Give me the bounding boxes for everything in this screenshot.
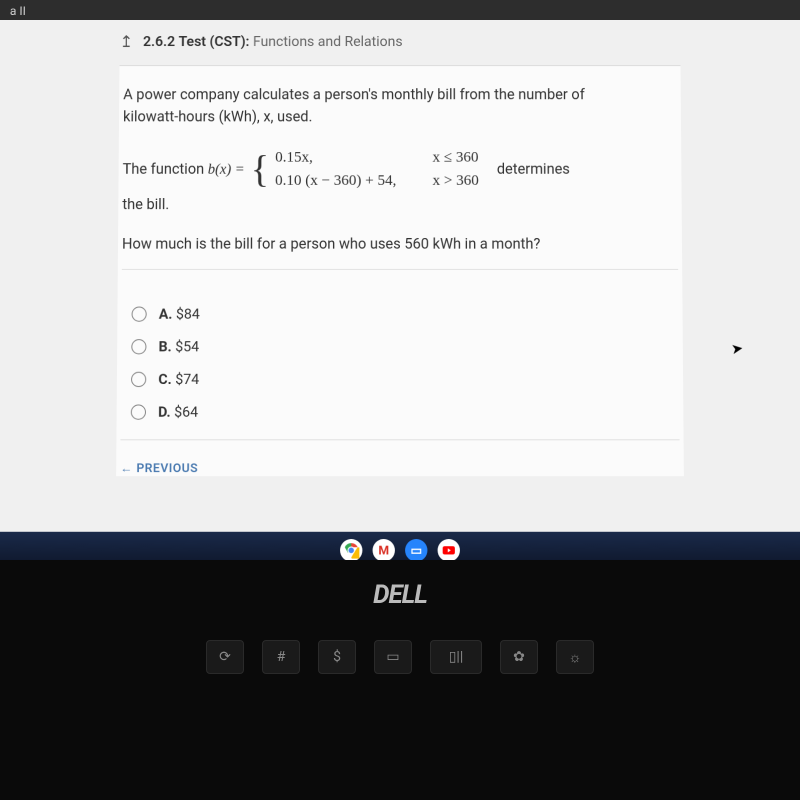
function-definition: The function b(x) = { 0.15x, 0.10 (x − 3… [122, 149, 677, 189]
key-window[interactable]: ▭ [374, 640, 412, 674]
question-card: A power company calculates a person's mo… [116, 66, 684, 476]
key-hash[interactable]: # [262, 640, 300, 674]
docs-icon[interactable]: ▭ [405, 539, 427, 562]
key-reload[interactable]: ⟳ [206, 640, 244, 674]
page-content: ↥ 2.6.2 Test (CST): Functions and Relati… [0, 20, 800, 569]
youtube-icon[interactable] [438, 539, 460, 562]
chrome-icon[interactable] [340, 539, 362, 562]
intro-line-1: A power company calculates a person's mo… [123, 84, 677, 107]
radio-icon[interactable] [131, 340, 146, 355]
bill-tail: the bill. [122, 196, 677, 213]
option-a[interactable]: A. $84 [132, 306, 679, 322]
question-ask: How much is the bill for a person who us… [122, 235, 678, 269]
piece-1: 0.15x, [275, 149, 396, 166]
nav-row: ← PREVIOUS [120, 439, 680, 476]
cond-1: x ≤ 360 [433, 149, 479, 166]
laptop-body: DELL ⟳ # $ ▭ ▯|| ✿ ☼ [0, 560, 800, 800]
gmail-icon[interactable]: M [373, 539, 395, 562]
key-dollar[interactable]: $ [318, 640, 356, 674]
back-up-icon[interactable]: ↥ [120, 32, 134, 51]
radio-icon[interactable] [132, 307, 147, 322]
key-gear[interactable]: ✿ [500, 640, 538, 674]
piecewise-conditions: x ≤ 360 x > 360 [433, 149, 479, 189]
cond-2: x > 360 [433, 173, 479, 190]
browser-tab-bar: a II [0, 0, 800, 20]
option-c[interactable]: C. $74 [131, 372, 679, 388]
determines-text: determines [497, 161, 570, 178]
mouse-cursor-icon: ➤ [730, 340, 744, 358]
keyboard-row: ⟳ # $ ▭ ▯|| ✿ ☼ [206, 640, 594, 674]
breadcrumb: ↥ 2.6.2 Test (CST): Functions and Relati… [119, 20, 680, 66]
question-intro: A power company calculates a person's mo… [123, 84, 677, 129]
breadcrumb-section: 2.6.2 [143, 34, 175, 50]
piece-2: 0.10 (x − 360) + 54, [275, 173, 396, 190]
previous-button[interactable]: ← PREVIOUS [120, 461, 198, 475]
option-d[interactable]: D. $64 [131, 404, 680, 420]
answer-options: A. $84 B. $54 C. $74 D. $64 [121, 284, 680, 421]
option-b[interactable]: B. $54 [131, 339, 679, 355]
breadcrumb-bold: Test (CST): [179, 34, 250, 50]
radio-icon[interactable] [131, 405, 146, 420]
key-bright[interactable]: ☼ [556, 640, 594, 674]
piecewise-expressions: 0.15x, 0.10 (x − 360) + 54, [275, 149, 396, 189]
intro-line-2: kilowatt-hours (kWh), x, used. [123, 107, 677, 130]
dell-logo: DELL [373, 580, 427, 610]
key-pause[interactable]: ▯|| [430, 640, 482, 674]
browser-screen: a II ↥ 2.6.2 Test (CST): Functions and R… [0, 0, 800, 569]
tab-title: a II [10, 4, 26, 18]
breadcrumb-light: Functions and Relations [253, 34, 403, 50]
function-prefix: The function b(x) = [123, 161, 245, 179]
brace-icon: { [251, 152, 269, 187]
radio-icon[interactable] [131, 372, 146, 387]
